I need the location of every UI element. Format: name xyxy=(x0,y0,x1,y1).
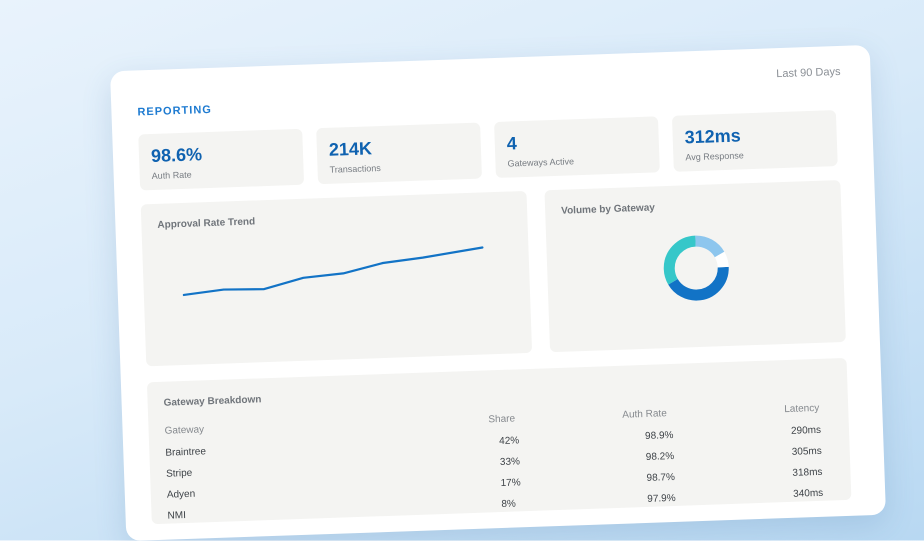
gateway-breakdown-panel: Gateway Breakdown Gateway Share Auth Rat… xyxy=(146,357,852,525)
reporting-card: REPORTING Last 90 Days 98.6% Auth Rate 2… xyxy=(110,44,886,541)
gateway-share: 42% xyxy=(498,435,520,448)
kpi-value: 312ms xyxy=(684,125,742,148)
approval-trend-chart xyxy=(182,246,484,297)
kpi-avg-response: 312ms Avg Response xyxy=(671,110,838,172)
gateway-share: 8% xyxy=(501,498,517,511)
gateway-auth-rate: 98.9% xyxy=(644,429,674,442)
kpi-gateways-active: 4 Gateways Active xyxy=(494,116,660,179)
gateway-auth-rate: 98.2% xyxy=(645,450,675,463)
gateway-name: Stripe xyxy=(165,467,193,480)
gateway-latency: 318ms xyxy=(792,466,823,479)
column-header-latency[interactable]: Latency xyxy=(784,402,820,416)
volume-donut-chart xyxy=(663,235,729,301)
kpi-value: 4 xyxy=(506,133,518,154)
donut-slice-1 xyxy=(663,235,729,301)
gateway-auth-rate: 98.7% xyxy=(646,471,676,484)
gateway-share: 17% xyxy=(500,477,521,490)
kpi-label: Auth Rate xyxy=(151,169,192,182)
gateway-latency: 305ms xyxy=(791,445,822,458)
kpi-transactions: 214K Transactions xyxy=(316,122,482,185)
kpi-auth-rate: 98.6% Auth Rate xyxy=(138,128,305,191)
kpi-value: 214K xyxy=(328,138,373,160)
kpi-label: Transactions xyxy=(329,163,381,175)
gateway-name: Adyen xyxy=(166,488,196,501)
gateway-breakdown-title: Gateway Breakdown xyxy=(163,394,262,409)
kpi-value: 98.6% xyxy=(150,144,203,167)
volume-by-gateway-title: Volume by Gateway xyxy=(560,202,656,217)
gateway-name: NMI xyxy=(167,510,187,522)
column-header-auth-rate[interactable]: Auth Rate xyxy=(622,408,667,421)
gateway-name: Braintree xyxy=(165,446,207,459)
kpi-label: Gateways Active xyxy=(507,156,575,169)
approval-trend-panel: Approval Rate Trend xyxy=(140,190,533,367)
gateway-share: 33% xyxy=(499,456,521,469)
date-range-selector[interactable]: Last 90 Days xyxy=(776,65,841,81)
column-header-share[interactable]: Share xyxy=(488,413,516,426)
kpi-label: Avg Response xyxy=(685,150,744,163)
gateway-latency: 290ms xyxy=(790,424,822,437)
column-header-gateway[interactable]: Gateway xyxy=(164,424,205,437)
volume-by-gateway-panel: Volume by Gateway xyxy=(544,179,846,353)
gateway-auth-rate: 97.9% xyxy=(647,492,676,505)
donut-slice-0 xyxy=(663,235,729,301)
brand-title: REPORTING xyxy=(137,103,213,119)
gateway-latency: 340ms xyxy=(793,487,824,500)
approval-trend-line xyxy=(182,246,484,297)
